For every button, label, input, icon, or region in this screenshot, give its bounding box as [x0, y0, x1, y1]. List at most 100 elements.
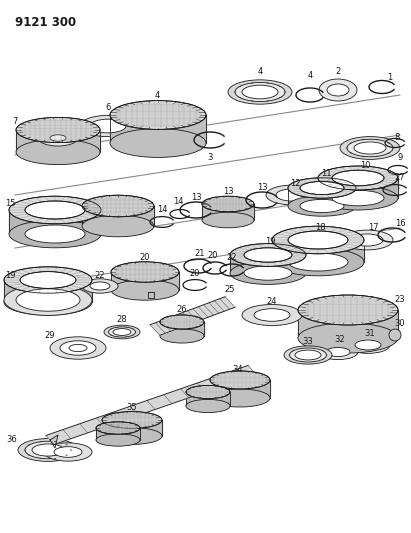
Ellipse shape — [319, 79, 357, 101]
Ellipse shape — [16, 289, 80, 311]
Text: 15: 15 — [5, 199, 15, 208]
Text: 8: 8 — [394, 133, 399, 142]
Text: 22: 22 — [227, 253, 237, 262]
Ellipse shape — [318, 186, 398, 210]
Ellipse shape — [288, 178, 356, 198]
Ellipse shape — [104, 325, 140, 339]
Ellipse shape — [96, 434, 140, 446]
Polygon shape — [298, 310, 398, 338]
Ellipse shape — [9, 196, 101, 224]
Text: 7: 7 — [12, 117, 18, 126]
Ellipse shape — [228, 80, 292, 104]
Ellipse shape — [111, 280, 179, 300]
Polygon shape — [148, 292, 154, 298]
Ellipse shape — [109, 327, 136, 337]
Text: 14: 14 — [157, 206, 167, 214]
Text: 20: 20 — [190, 270, 200, 279]
Text: 9121 300: 9121 300 — [15, 16, 76, 29]
Polygon shape — [46, 366, 256, 445]
Ellipse shape — [244, 248, 292, 262]
Polygon shape — [16, 130, 100, 152]
Ellipse shape — [82, 215, 154, 237]
Ellipse shape — [242, 85, 278, 99]
Text: 4: 4 — [155, 92, 159, 101]
Ellipse shape — [186, 385, 230, 399]
Polygon shape — [202, 204, 254, 220]
Text: 1: 1 — [388, 74, 393, 83]
Ellipse shape — [389, 329, 401, 341]
Ellipse shape — [16, 140, 100, 165]
Ellipse shape — [25, 201, 85, 219]
Text: 4: 4 — [307, 71, 313, 80]
Text: 29: 29 — [45, 330, 55, 340]
Ellipse shape — [96, 422, 140, 434]
Text: 2: 2 — [335, 68, 341, 77]
Ellipse shape — [50, 135, 66, 141]
Text: 34: 34 — [233, 366, 243, 375]
Ellipse shape — [102, 427, 162, 445]
Ellipse shape — [318, 344, 358, 360]
Text: 23: 23 — [395, 295, 405, 304]
Ellipse shape — [300, 181, 344, 195]
Ellipse shape — [346, 337, 390, 353]
Ellipse shape — [210, 371, 270, 389]
Ellipse shape — [18, 439, 78, 462]
Text: 18: 18 — [315, 223, 326, 232]
Text: 32: 32 — [335, 335, 345, 344]
Text: 3: 3 — [207, 152, 212, 161]
Ellipse shape — [276, 189, 308, 201]
Ellipse shape — [230, 262, 306, 285]
Ellipse shape — [327, 84, 349, 96]
Text: 36: 36 — [7, 435, 17, 445]
Ellipse shape — [318, 166, 398, 190]
Polygon shape — [230, 255, 306, 273]
Ellipse shape — [82, 279, 118, 293]
Ellipse shape — [110, 101, 206, 130]
Ellipse shape — [113, 328, 131, 335]
Ellipse shape — [266, 185, 318, 205]
Text: 19: 19 — [5, 271, 15, 280]
Text: 35: 35 — [127, 403, 137, 413]
Ellipse shape — [244, 266, 292, 280]
Polygon shape — [288, 188, 356, 206]
Ellipse shape — [160, 315, 204, 329]
Text: 17: 17 — [368, 223, 378, 232]
Ellipse shape — [230, 244, 306, 266]
Ellipse shape — [340, 136, 400, 159]
Ellipse shape — [50, 337, 106, 359]
Polygon shape — [50, 435, 58, 448]
Text: 11: 11 — [321, 169, 331, 179]
Ellipse shape — [25, 441, 71, 459]
Ellipse shape — [90, 282, 110, 290]
Text: 31: 31 — [365, 328, 375, 337]
Ellipse shape — [80, 115, 136, 136]
Polygon shape — [82, 206, 154, 226]
Ellipse shape — [69, 344, 87, 352]
Ellipse shape — [160, 329, 204, 343]
Ellipse shape — [254, 309, 290, 321]
Polygon shape — [96, 428, 140, 440]
Ellipse shape — [235, 83, 285, 101]
Ellipse shape — [82, 195, 154, 217]
Ellipse shape — [202, 196, 254, 212]
Text: 25: 25 — [225, 286, 235, 295]
Text: 6: 6 — [105, 103, 111, 112]
Ellipse shape — [284, 346, 332, 364]
Ellipse shape — [288, 231, 348, 249]
Polygon shape — [111, 272, 179, 290]
Ellipse shape — [210, 389, 270, 407]
Ellipse shape — [202, 212, 254, 228]
Ellipse shape — [332, 170, 384, 186]
Ellipse shape — [16, 117, 100, 143]
Text: 10: 10 — [360, 160, 370, 169]
Text: 9: 9 — [397, 154, 403, 163]
Ellipse shape — [354, 142, 386, 154]
Text: 27: 27 — [395, 174, 405, 182]
Ellipse shape — [242, 304, 302, 326]
Polygon shape — [102, 420, 162, 436]
Ellipse shape — [4, 267, 92, 293]
Polygon shape — [160, 322, 204, 336]
Ellipse shape — [90, 119, 126, 133]
Ellipse shape — [289, 348, 326, 362]
Ellipse shape — [186, 399, 230, 413]
